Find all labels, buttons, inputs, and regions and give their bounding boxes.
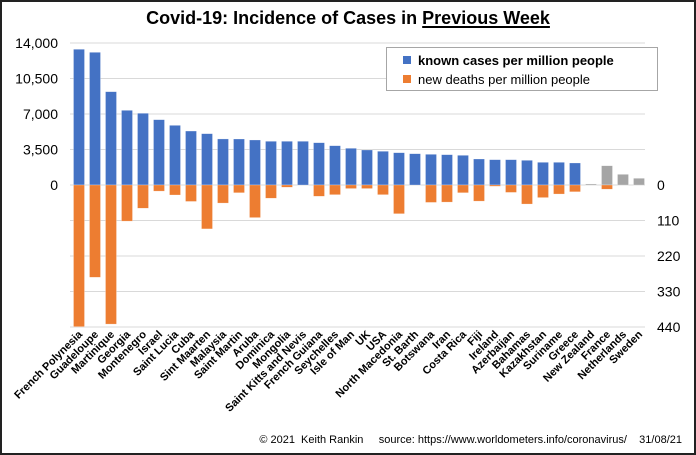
bar-cases xyxy=(617,174,629,186)
left-tick-label: 10,500 xyxy=(15,71,58,87)
bar-deaths xyxy=(329,184,341,195)
bar-deaths xyxy=(233,184,245,193)
left-tick-label: 0 xyxy=(50,177,58,193)
bar-deaths xyxy=(361,184,373,189)
gridlines xyxy=(70,42,645,328)
bar-cases xyxy=(185,130,197,186)
legend: known cases per million people new death… xyxy=(386,47,658,91)
right-tick-label: 110 xyxy=(657,213,680,229)
right-tick-label: 440 xyxy=(657,319,681,335)
right-tick-label: 220 xyxy=(657,248,681,264)
bar-deaths xyxy=(601,184,613,190)
bar-cases xyxy=(105,91,117,186)
legend-label-cases: known cases per million people xyxy=(418,53,614,68)
bar-deaths xyxy=(457,184,469,193)
bar-cases xyxy=(265,141,277,186)
bar-deaths xyxy=(569,184,581,193)
bar-cases xyxy=(345,148,357,186)
bar-deaths xyxy=(169,184,181,196)
bar-deaths xyxy=(537,184,549,198)
bar-deaths xyxy=(489,184,501,187)
bar-deaths xyxy=(73,184,85,327)
left-axis-ticks: 14,000 10,500 7,000 3,500 0 xyxy=(15,35,58,193)
legend-item-cases: known cases per million people xyxy=(403,53,614,68)
bar-cases xyxy=(569,162,581,186)
bar-deaths xyxy=(249,184,261,218)
bar-deaths xyxy=(553,184,565,195)
source: source: https://www.worldometers.info/co… xyxy=(378,434,627,446)
bar-deaths xyxy=(89,184,101,278)
left-tick-label: 3,500 xyxy=(23,142,58,158)
bar-cases xyxy=(473,158,485,186)
bar-cases xyxy=(121,110,133,186)
bar-cases xyxy=(601,165,613,186)
bar-cases xyxy=(329,145,341,186)
footer: © 2021 Keith Rankin source: https://www.… xyxy=(259,434,682,446)
bar-cases xyxy=(537,162,549,186)
bar-deaths xyxy=(281,184,293,188)
bar-deaths xyxy=(441,184,453,203)
bar-cases xyxy=(201,133,213,186)
bar-cases xyxy=(89,52,101,186)
bar-cases xyxy=(361,149,373,186)
bar-cases xyxy=(377,151,389,186)
bar-deaths xyxy=(377,184,389,195)
bar-deaths xyxy=(505,184,517,193)
bar-cases xyxy=(73,49,85,186)
bar-cases xyxy=(137,113,149,186)
bar-deaths xyxy=(265,184,277,199)
legend-label-deaths: new deaths per million people xyxy=(418,72,590,87)
bar-cases xyxy=(585,183,597,186)
chart-title: Covid-19: Incidence of Cases in Previous… xyxy=(0,8,696,29)
bar-cases xyxy=(553,162,565,186)
legend-swatch-deaths xyxy=(403,75,411,83)
chart-title-underlined: Previous Week xyxy=(422,8,550,28)
bar-cases xyxy=(393,152,405,186)
legend-swatch-cases xyxy=(403,56,411,64)
bar-deaths xyxy=(121,184,133,222)
right-tick-label: 0 xyxy=(657,177,665,193)
bar-cases xyxy=(521,160,533,186)
bar-deaths xyxy=(345,184,357,189)
bar-cases xyxy=(505,159,517,186)
bar-cases xyxy=(409,153,421,186)
bar-cases xyxy=(489,159,501,186)
bars xyxy=(73,49,645,327)
bar-cases xyxy=(169,125,181,186)
bar-cases xyxy=(633,178,645,186)
bar-cases xyxy=(153,119,165,186)
bar-deaths xyxy=(201,184,213,230)
bar-cases xyxy=(281,141,293,186)
bar-deaths xyxy=(105,184,117,325)
x-axis-labels: French PolynesiaGuadeloupeMartiniqueGeor… xyxy=(12,328,645,414)
copyright: © 2021 Keith Rankin xyxy=(259,434,364,446)
bar-cases xyxy=(297,141,309,186)
bar-deaths xyxy=(473,184,485,202)
bar-cases xyxy=(217,138,229,186)
bar-deaths xyxy=(521,184,533,205)
bar-deaths xyxy=(393,184,405,214)
bar-deaths xyxy=(185,184,197,202)
chart-title-prefix: Covid-19: Incidence of Cases in xyxy=(146,8,423,28)
bar-deaths xyxy=(425,184,437,203)
left-tick-label: 7,000 xyxy=(23,106,58,122)
bar-cases xyxy=(457,155,469,186)
left-tick-label: 14,000 xyxy=(15,35,58,51)
bar-deaths xyxy=(153,184,165,192)
bar-cases xyxy=(249,139,261,186)
bar-cases xyxy=(233,138,245,186)
bar-deaths xyxy=(217,184,229,204)
bar-cases xyxy=(313,142,325,186)
bar-deaths xyxy=(313,184,325,197)
right-axis-ticks: 0 110 220 330 440 xyxy=(657,177,681,335)
date: 31/08/21 xyxy=(639,434,682,446)
legend-item-deaths: new deaths per million people xyxy=(403,72,590,87)
bar-cases xyxy=(425,154,437,186)
bar-deaths xyxy=(137,184,149,209)
right-tick-label: 330 xyxy=(657,284,681,300)
bar-cases xyxy=(441,154,453,186)
